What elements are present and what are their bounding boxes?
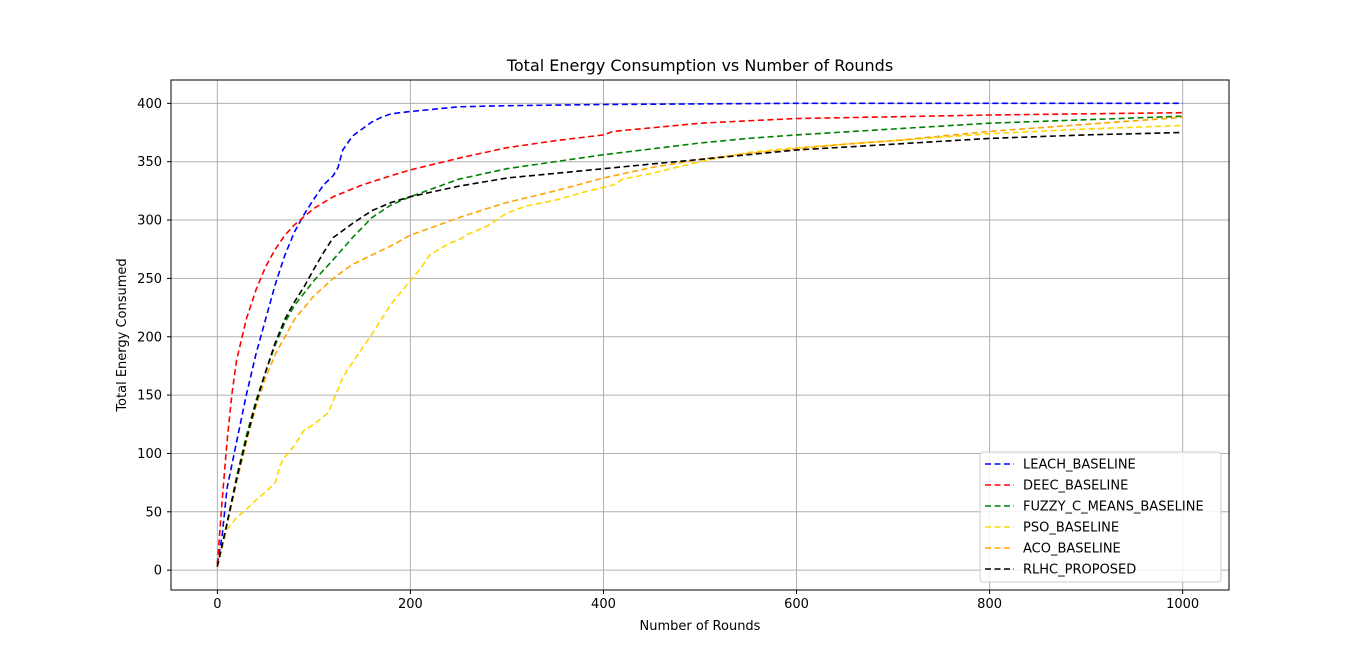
x-tick-label: 800 [977,597,1002,612]
legend-label-pso-baseline: PSO_BASELINE [1023,521,1119,536]
legend-label-leach-baseline: LEACH_BASELINE [1023,458,1136,473]
y-axis-label: Total Energy Consumed [115,258,130,412]
y-tick-label: 0 [154,564,162,579]
y-tick-label: 400 [137,97,162,112]
x-tick-label: 0 [213,597,221,612]
x-tick-label: 600 [784,597,809,612]
legend: LEACH_BASELINE DEEC_BASELINE FUZZY_C_MEANS… [979,451,1222,583]
plot-frame [170,79,1230,591]
series-line-aco-baseline [216,116,1183,567]
x-tick-label: 200 [398,597,423,612]
series-line-leach-baseline [216,102,1183,565]
legend-label-deec-baseline: DEEC_BASELINE [1023,479,1128,494]
y-tick-label: 350 [137,155,162,170]
legend-label-fuzzy-c-means-baseline: FUZZY_C_MEANS_BASELINE [1023,500,1204,515]
series-line-deec-baseline [216,111,1183,565]
series-lines [216,102,1183,567]
legend-label-rlhc-proposed: RLHC_PROPOSED [1023,563,1136,578]
chart-title: Total Energy Consumption vs Number of Ro… [506,56,893,75]
legend-label-aco-baseline: ACO_BASELINE [1023,542,1121,557]
axis-ticks: 0 200 400 600 800 1000 0 50 100 150 200 250 300 350 40… [137,97,1199,612]
series-line-fuzzy-c-means-baseline [216,115,1183,567]
x-tick-label: 400 [591,597,616,612]
y-tick-label: 300 [137,214,162,229]
y-tick-label: 250 [137,272,162,287]
x-axis-label: Number of Rounds [640,619,761,634]
series-line-pso-baseline [216,124,1183,567]
y-tick-label: 100 [137,447,162,462]
y-tick-label: 150 [137,389,162,404]
x-tick-label: 1000 [1166,597,1199,612]
y-tick-label: 50 [145,505,162,520]
y-tick-label: 200 [137,330,162,345]
legend-box [979,451,1222,583]
